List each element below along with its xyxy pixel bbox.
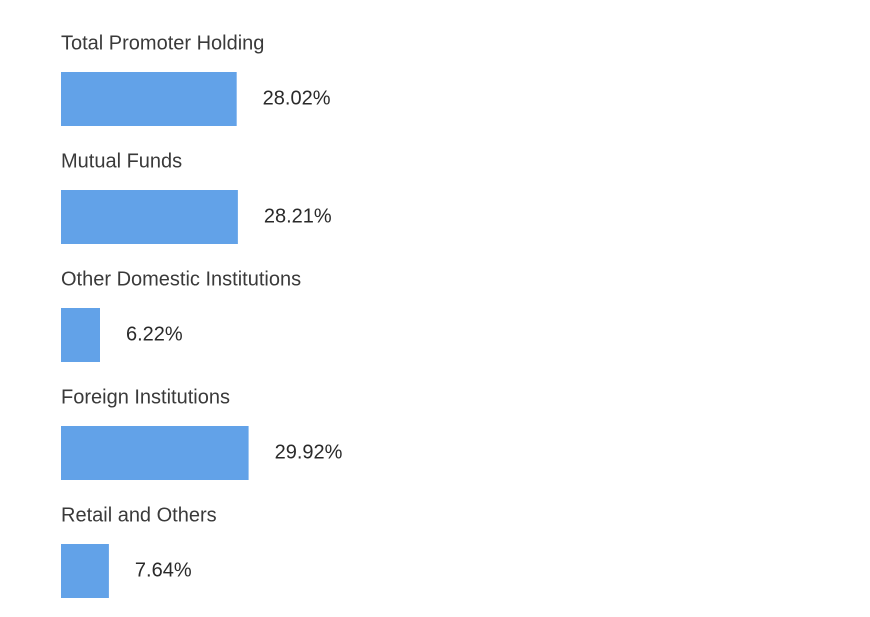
bar [61, 308, 100, 362]
category-label: Retail and Others [61, 504, 217, 526]
category-label: Other Domestic Institutions [61, 268, 301, 290]
category-label: Foreign Institutions [61, 386, 230, 408]
value-label: 7.64% [135, 559, 192, 581]
value-label: 6.22% [126, 323, 183, 345]
bar [61, 72, 237, 126]
bar [61, 544, 109, 598]
bar [61, 426, 249, 480]
value-label: 28.02% [263, 87, 331, 109]
category-label: Total Promoter Holding [61, 32, 264, 54]
category-label: Mutual Funds [61, 150, 182, 172]
bar [61, 190, 238, 244]
value-label: 29.92% [275, 441, 343, 463]
value-label: 28.21% [264, 205, 332, 227]
